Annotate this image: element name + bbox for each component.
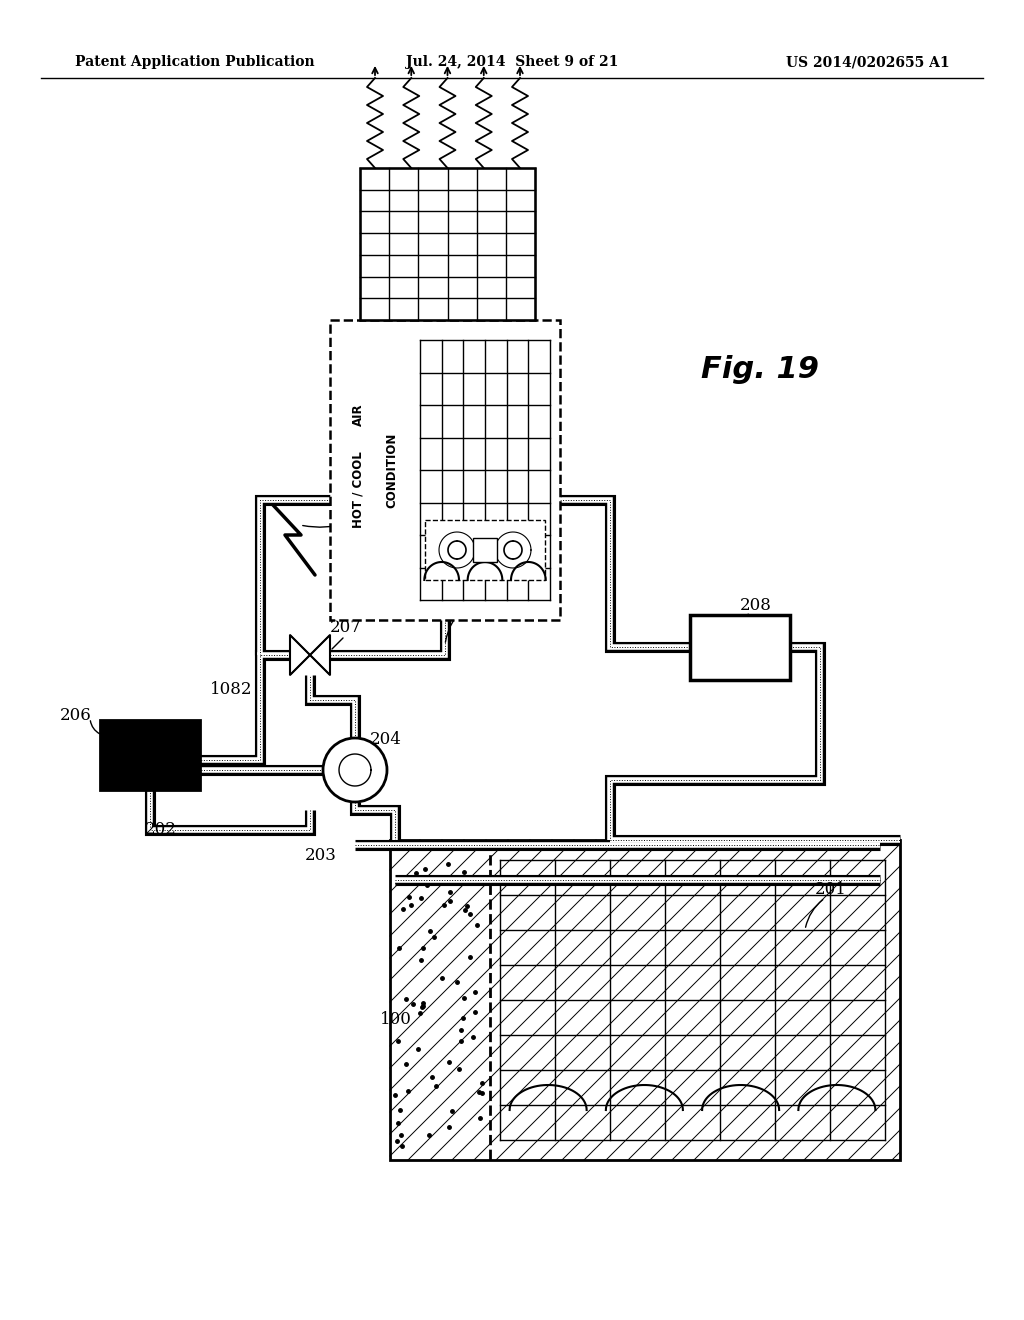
Text: AIR: AIR xyxy=(351,404,365,426)
Text: 100: 100 xyxy=(380,1011,412,1028)
Bar xyxy=(390,840,900,1160)
Circle shape xyxy=(323,738,387,803)
Text: 201: 201 xyxy=(815,882,847,899)
Bar xyxy=(425,520,545,579)
Text: 209: 209 xyxy=(385,482,417,499)
Text: Jul. 24, 2014  Sheet 9 of 21: Jul. 24, 2014 Sheet 9 of 21 xyxy=(406,55,618,69)
Text: 203: 203 xyxy=(305,846,337,863)
Bar xyxy=(473,539,497,562)
Bar xyxy=(100,719,200,789)
Bar xyxy=(690,615,790,680)
Text: 205: 205 xyxy=(455,590,486,606)
Text: US 2014/0202655 A1: US 2014/0202655 A1 xyxy=(786,55,950,69)
Text: HOT / COOL: HOT / COOL xyxy=(351,451,365,528)
Bar xyxy=(360,168,535,319)
Polygon shape xyxy=(310,635,330,675)
Text: 202: 202 xyxy=(145,821,177,838)
Text: Fig. 19: Fig. 19 xyxy=(701,355,819,384)
Text: 204: 204 xyxy=(370,731,401,748)
Text: 1082: 1082 xyxy=(210,681,253,698)
Text: 207: 207 xyxy=(330,619,361,636)
Text: 208: 208 xyxy=(740,597,772,614)
Bar xyxy=(330,319,560,620)
Polygon shape xyxy=(290,635,310,675)
Text: CONDITION: CONDITION xyxy=(385,433,398,508)
Text: 206: 206 xyxy=(60,706,92,723)
Text: Patent Application Publication: Patent Application Publication xyxy=(75,55,314,69)
